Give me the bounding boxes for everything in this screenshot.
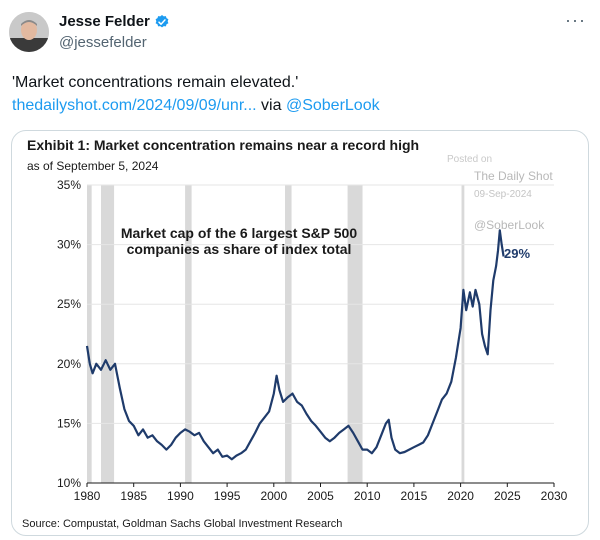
author-name[interactable]: Jesse Felder [59,13,150,30]
annotation-line-2: companies as share of index total [127,241,352,257]
recession-band [285,185,292,483]
y-axis-ticks: 10% 15% 20% 25% 30% 35% [57,178,81,490]
x-tick-label: 2015 [401,489,428,503]
x-axis-ticks: 1980 1985 1990 1995 2000 2005 2010 2015 2020 2025… [74,483,568,503]
end-value-label: 29% [504,246,530,261]
x-tick-label: 2005 [307,489,334,503]
x-tick-label: 2020 [447,489,474,503]
watermark-site: The Daily Shot [474,169,553,183]
x-tick-label: 1980 [74,489,101,503]
recession-band [461,185,465,483]
x-tick-label: 1985 [120,489,147,503]
x-tick-label: 1990 [167,489,194,503]
chart-title: Exhibit 1: Market concentration remains … [27,137,419,153]
series-line [85,229,505,461]
tweet-link-row: thedailyshot.com/2024/09/09/unr... via @… [12,97,380,115]
recession-band [185,185,192,483]
via-text: via [256,97,286,114]
tweet-text: 'Market concentrations remain elevated.' [12,74,299,91]
avatar-image [9,12,49,52]
y-tick-label: 30% [57,238,81,252]
x-tick-label: 2030 [541,489,568,503]
x-tick-label: 2010 [354,489,381,503]
y-tick-label: 35% [57,178,81,192]
chart-source: Source: Compustat, Goldman Sachs Global … [22,518,342,530]
y-tick-label: 20% [57,357,81,371]
x-tick-label: 2000 [260,489,287,503]
watermark-posted: Posted on [447,154,492,165]
recession-band [347,185,363,483]
mention-link[interactable]: @SoberLook [285,97,380,114]
y-tick-label: 25% [57,297,81,311]
recession-band [101,185,115,483]
x-tick-label: 2025 [494,489,521,503]
verified-badge-icon [155,14,169,27]
more-options-icon[interactable]: ··· [565,10,586,30]
watermark-handle: @SoberLook [474,218,545,232]
y-tick-label: 15% [57,416,81,430]
chart: Exhibit 1: Market concentration remains … [22,137,568,530]
avatar[interactable] [9,12,49,52]
watermark-date: 09-Sep-2024 [474,189,532,200]
author-handle[interactable]: @jessefelder [59,34,147,51]
y-tick-label: 10% [57,476,81,490]
chart-subtitle: as of September 5, 2024 [27,159,159,173]
chart-image-card[interactable]: Exhibit 1: Market concentration remains … [11,130,589,536]
annotation-line-1: Market cap of the 6 largest S&P 500 [121,225,357,241]
x-tick-label: 1995 [214,489,241,503]
article-link[interactable]: thedailyshot.com/2024/09/09/unr... [12,97,257,114]
recession-band [87,185,92,483]
recession-bands [87,185,465,483]
